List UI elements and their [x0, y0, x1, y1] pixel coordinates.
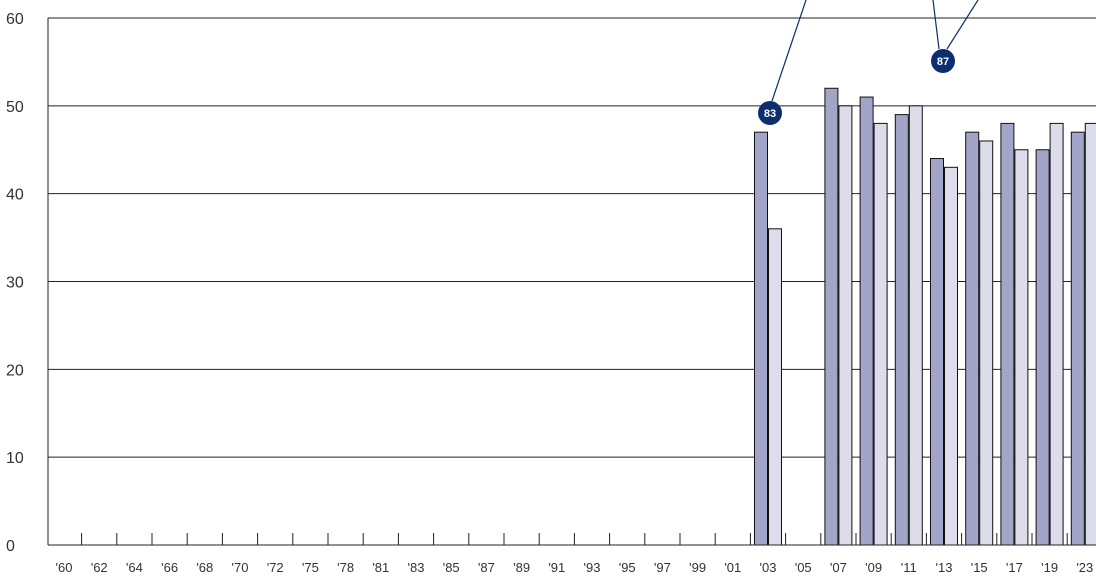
x-tick-label: '81: [372, 560, 389, 575]
x-tick-label: '62: [91, 560, 108, 575]
y-tick-label: 30: [6, 275, 24, 292]
y-tick-label: 50: [6, 99, 24, 116]
bars: [755, 88, 1096, 545]
x-tick-label: '85: [443, 560, 460, 575]
bar-series-2: [909, 106, 922, 545]
y-axis-ticks: 0 10 20 30 40 50 60: [6, 11, 24, 555]
x-tick-label: '23: [1076, 560, 1093, 575]
x-tick-label: '72: [267, 560, 284, 575]
annotation-label: 83: [764, 108, 776, 120]
y-tick-label: 40: [6, 187, 24, 204]
x-tick-label: '66: [161, 560, 178, 575]
x-tick-label: '68: [196, 560, 213, 575]
bar-series-2: [980, 141, 993, 545]
x-tick-label: '83: [408, 560, 425, 575]
bar-series-1: [1001, 123, 1014, 545]
x-tick-label: '91: [548, 560, 565, 575]
bar-series-1: [755, 132, 768, 545]
y-tick-label: 10: [6, 450, 24, 467]
x-tick-label: '03: [760, 560, 777, 575]
bar-series-1: [860, 97, 873, 545]
bar-series-1: [895, 115, 908, 545]
annotation-label: 87: [937, 56, 949, 68]
x-tick-label: '17: [1006, 560, 1023, 575]
x-tick-label: '75: [302, 560, 319, 575]
x-tick-label: '11: [901, 560, 917, 575]
bar-series-1: [825, 88, 838, 545]
x-tick-label: '99: [689, 560, 706, 575]
x-tick-label: '97: [654, 560, 671, 575]
x-tick-label: '01: [724, 560, 741, 575]
bar-series-2: [769, 229, 782, 545]
annotation-leader-line: [772, 0, 806, 101]
bar-series-2: [1015, 150, 1028, 545]
bar-series-2: [874, 123, 887, 545]
bar-series-2: [1050, 123, 1063, 545]
y-tick-label: 0: [6, 538, 15, 555]
x-tick-label: '89: [513, 560, 530, 575]
annotation-leader-line: [947, 0, 978, 49]
x-tick-label: '70: [232, 560, 249, 575]
x-tick-label: '07: [830, 560, 847, 575]
bar-series-2: [839, 106, 852, 545]
bar-series-1: [931, 159, 944, 545]
x-tick-label: '19: [1041, 560, 1058, 575]
x-axis-ticks: '60 '62 '64 '66 '68 '70 '72 '75 '78 '81 '83 '85 '87 '…: [56, 560, 1094, 575]
x-tick-label: '13: [936, 560, 953, 575]
x-tick-label: '64: [126, 560, 143, 575]
x-tick-label: '60: [56, 560, 73, 575]
annotation-leader-line: [933, 0, 939, 49]
x-tick-label: '93: [584, 560, 601, 575]
bar-series-1: [1036, 150, 1049, 545]
bar-series-1: [1071, 132, 1084, 545]
x-tick-label: '78: [337, 560, 354, 575]
y-tick-label: 20: [6, 362, 24, 379]
bar-series-1: [966, 132, 979, 545]
x-tick-label: '87: [478, 560, 495, 575]
bar-series-2: [1085, 123, 1096, 545]
x-tick-label: '95: [619, 560, 636, 575]
y-tick-label: 60: [6, 11, 24, 28]
x-tick-label: '09: [865, 560, 882, 575]
x-tick-label: '05: [795, 560, 812, 575]
x-tick-label: '15: [971, 560, 988, 575]
bar-series-2: [945, 167, 958, 545]
